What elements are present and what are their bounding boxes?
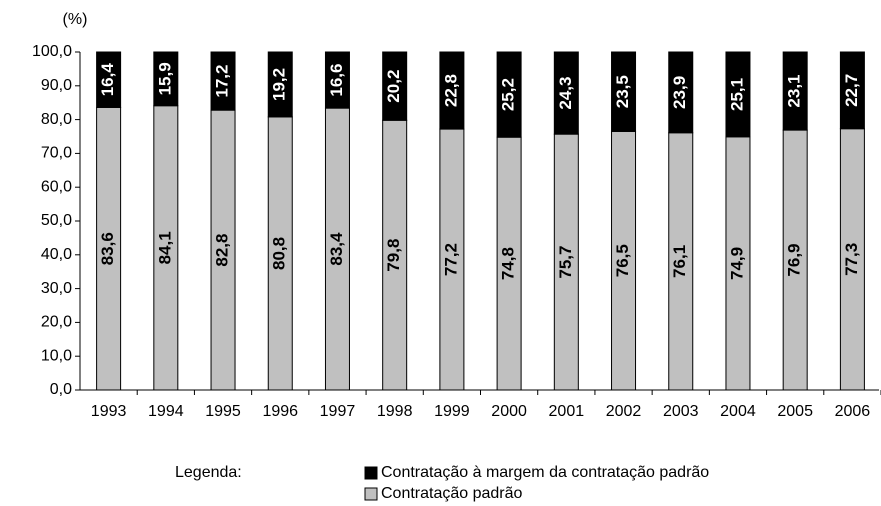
data-label: 75,7 xyxy=(556,246,575,279)
data-label: 15,9 xyxy=(155,62,174,95)
data-label: 17,2 xyxy=(213,65,232,98)
data-label: 83,6 xyxy=(98,232,117,265)
bar-segment xyxy=(611,130,637,391)
x-tick-label: 1997 xyxy=(320,403,356,420)
bar-segment xyxy=(553,133,579,391)
x-tick-label: 1996 xyxy=(262,403,298,420)
y-tick-label: 70,0 xyxy=(41,145,72,162)
data-label: 19,2 xyxy=(270,68,289,101)
data-label: 22,7 xyxy=(842,74,861,107)
bar-segment xyxy=(496,136,522,391)
data-label: 22,8 xyxy=(441,74,460,107)
bar-segment xyxy=(210,109,236,391)
x-tick-label: 1994 xyxy=(148,403,184,420)
y-tick-label: 20,0 xyxy=(41,314,72,331)
data-label: 83,4 xyxy=(327,232,346,266)
bar-segment xyxy=(324,107,350,391)
data-label: 76,9 xyxy=(785,243,804,276)
bar-segment xyxy=(725,51,751,138)
bar-segment xyxy=(782,51,808,131)
data-label: 25,2 xyxy=(499,78,518,111)
y-tick-label: 90,0 xyxy=(41,77,72,94)
bar-segment xyxy=(611,51,637,132)
legend-label: Contratação à margem da contratação padr… xyxy=(381,464,709,481)
y-tick-label: 50,0 xyxy=(41,212,72,229)
data-label: 77,3 xyxy=(842,243,861,276)
x-tick-label: 2006 xyxy=(835,403,871,420)
bar-segment xyxy=(439,51,465,130)
x-tick-label: 1998 xyxy=(377,403,413,420)
bar-segment xyxy=(153,105,179,391)
bar-segment xyxy=(439,128,465,391)
y-tick-label: 30,0 xyxy=(41,280,72,297)
bar-segment xyxy=(382,119,408,391)
bar-segment xyxy=(210,51,236,111)
bar-segment xyxy=(96,51,122,108)
bar-segment xyxy=(668,51,694,134)
data-label: 82,8 xyxy=(213,234,232,267)
x-tick-label: 2002 xyxy=(606,403,642,420)
data-label: 24,3 xyxy=(556,77,575,110)
y-axis-label: (%) xyxy=(63,11,88,28)
legend-label: Contratação padrão xyxy=(381,485,523,502)
bar-segment xyxy=(725,136,751,391)
bar-segment xyxy=(382,51,408,121)
x-tick-label: 2003 xyxy=(663,403,699,420)
data-label: 20,2 xyxy=(384,70,403,103)
bar-segment xyxy=(267,51,293,118)
y-tick-label: 100,0 xyxy=(32,43,72,60)
legend-swatch xyxy=(364,487,378,501)
x-tick-label: 2004 xyxy=(720,403,756,420)
y-tick-label: 10,0 xyxy=(41,347,72,364)
data-label: 76,5 xyxy=(613,244,632,277)
y-tick-label: 80,0 xyxy=(41,111,72,128)
data-label: 74,8 xyxy=(499,247,518,280)
bar-segment xyxy=(96,106,122,391)
x-tick-label: 2001 xyxy=(549,403,585,420)
bar-segment xyxy=(324,51,350,109)
data-label: 25,1 xyxy=(727,78,746,111)
y-tick-label: 0,0 xyxy=(50,381,72,398)
data-label: 77,2 xyxy=(441,243,460,276)
bar-segment xyxy=(839,51,865,130)
y-tick-label: 60,0 xyxy=(41,178,72,195)
data-label: 23,1 xyxy=(785,74,804,107)
x-tick-label: 2005 xyxy=(777,403,813,420)
legend-title: Legenda: xyxy=(175,464,242,481)
bar-segment xyxy=(153,51,179,107)
data-label: 16,4 xyxy=(98,63,117,97)
x-tick-label: 1993 xyxy=(91,403,127,420)
x-tick-label: 1995 xyxy=(205,403,241,420)
data-label: 23,9 xyxy=(670,76,689,109)
data-label: 76,1 xyxy=(670,245,689,278)
x-tick-label: 2000 xyxy=(491,403,527,420)
x-tick-label: 1999 xyxy=(434,403,470,420)
y-tick-label: 40,0 xyxy=(41,246,72,263)
data-label: 74,9 xyxy=(727,247,746,280)
data-label: 79,8 xyxy=(384,239,403,272)
legend-swatch xyxy=(364,466,378,480)
data-label: 23,5 xyxy=(613,75,632,108)
data-label: 16,6 xyxy=(327,64,346,97)
data-label: 80,8 xyxy=(270,237,289,270)
data-label: 84,1 xyxy=(155,231,174,264)
bar-segment xyxy=(496,51,522,138)
bar-segment xyxy=(553,51,579,135)
